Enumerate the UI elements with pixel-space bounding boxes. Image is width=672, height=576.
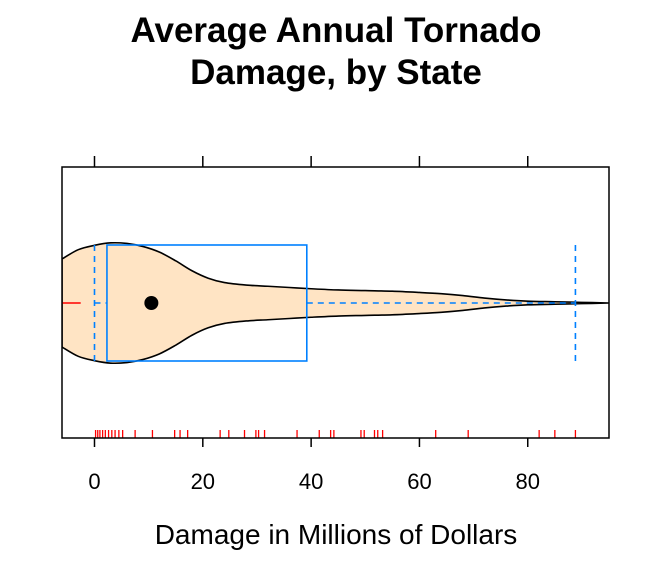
x-axis: 0 20 40 60 80 bbox=[88, 156, 540, 494]
chart-title-line-2: Damage, by State bbox=[190, 53, 482, 92]
box-layer bbox=[62, 244, 577, 362]
x-axis-label: Damage in Millions of Dollars bbox=[155, 519, 518, 550]
x-tick-label: 20 bbox=[191, 469, 215, 494]
x-tick-label: 60 bbox=[407, 469, 431, 494]
rug-layer bbox=[94, 430, 577, 438]
chart-title: Average Annual Tornado Damage, by State bbox=[0, 10, 672, 94]
x-tick-label: 40 bbox=[299, 469, 323, 494]
chart-title-line-1: Average Annual Tornado bbox=[130, 11, 542, 50]
panel-frame bbox=[61, 166, 610, 439]
median-dot bbox=[144, 296, 159, 310]
x-tick-label: 80 bbox=[516, 469, 540, 494]
x-tick-label: 0 bbox=[88, 469, 100, 494]
